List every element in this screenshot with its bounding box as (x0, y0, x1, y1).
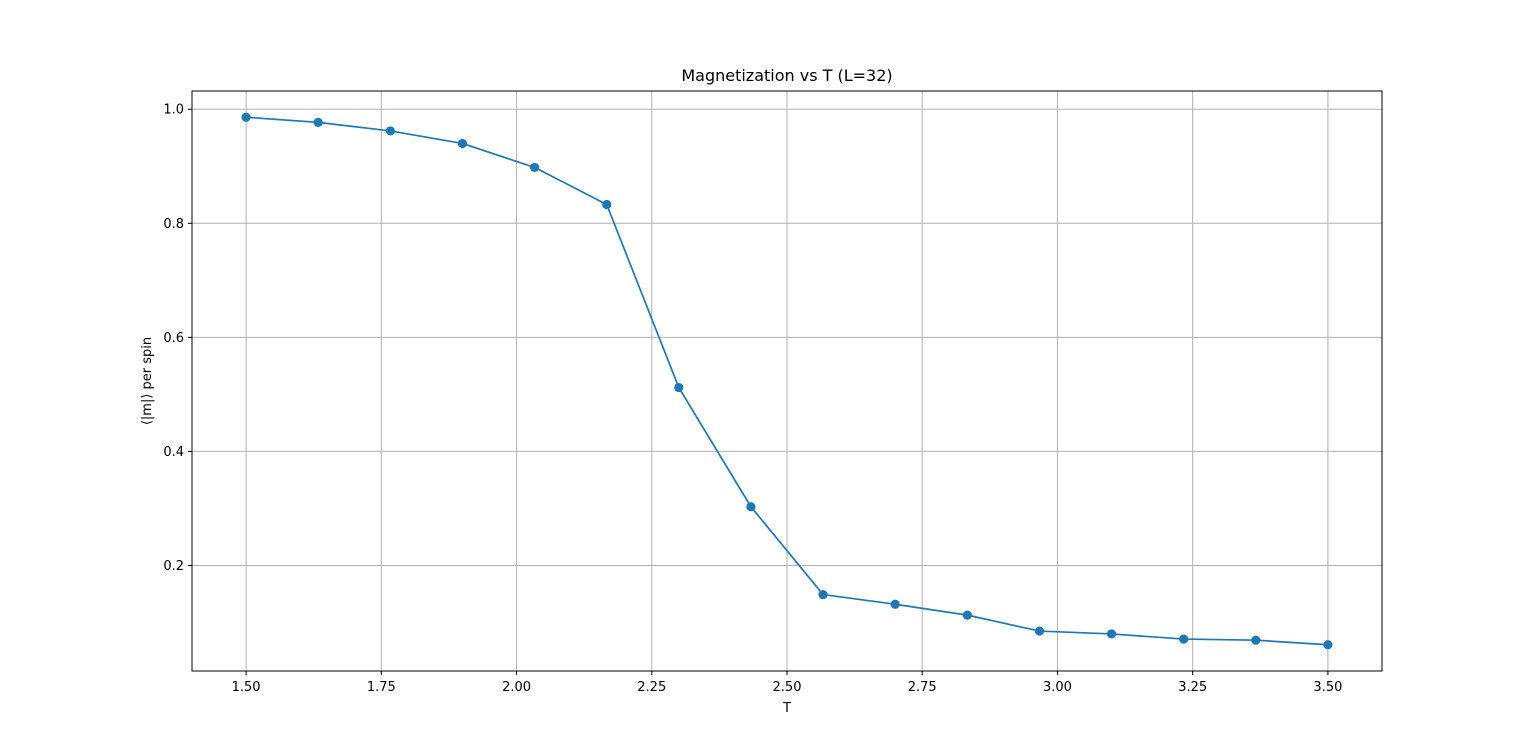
y-tick-label: 0.2 (163, 559, 184, 574)
grid (192, 91, 1382, 671)
data-point (1179, 634, 1189, 644)
x-tick-label: 2.75 (908, 680, 937, 695)
data-point (818, 589, 828, 600)
x-tick-label: 1.75 (367, 680, 396, 695)
data-point (602, 199, 612, 210)
y-tick-label: 0.6 (163, 331, 184, 346)
data-point (385, 126, 395, 136)
x-axis-label: T (782, 701, 791, 716)
y-tick-label: 0.8 (163, 217, 184, 232)
series-layer (241, 112, 1333, 650)
ticks: 1.50 1.75 2.00 2.25 2.50 2.75 3.00 3.25 3.50 0.2 0… (163, 103, 1342, 695)
data-point (1106, 629, 1117, 639)
data-point (890, 599, 900, 609)
data-point (1251, 635, 1261, 645)
data-point (746, 502, 756, 512)
data-point (529, 162, 540, 173)
y-tick-label: 0.4 (163, 445, 184, 460)
data-point (457, 138, 468, 149)
x-tick-label: 2.25 (637, 680, 666, 695)
y-tick-label: 1.0 (163, 103, 184, 118)
x-tick-label: 3.25 (1178, 680, 1207, 695)
x-tick-label: 1.50 (232, 680, 261, 695)
data-point (674, 382, 684, 393)
x-tick-label: 2.00 (502, 680, 531, 695)
y-axis-label: ⟨|m|⟩ per spin (140, 337, 155, 425)
x-tick-label: 3.00 (1043, 680, 1072, 695)
chart-title: Magnetization vs T (L=32) (681, 66, 892, 85)
data-point (313, 117, 323, 127)
data-point (241, 112, 251, 122)
series-line (246, 116, 1328, 646)
x-tick-label: 3.50 (1313, 680, 1342, 695)
data-point (962, 610, 972, 620)
data-point (1034, 626, 1045, 636)
data-point (1323, 640, 1333, 650)
x-tick-label: 2.50 (773, 680, 802, 695)
